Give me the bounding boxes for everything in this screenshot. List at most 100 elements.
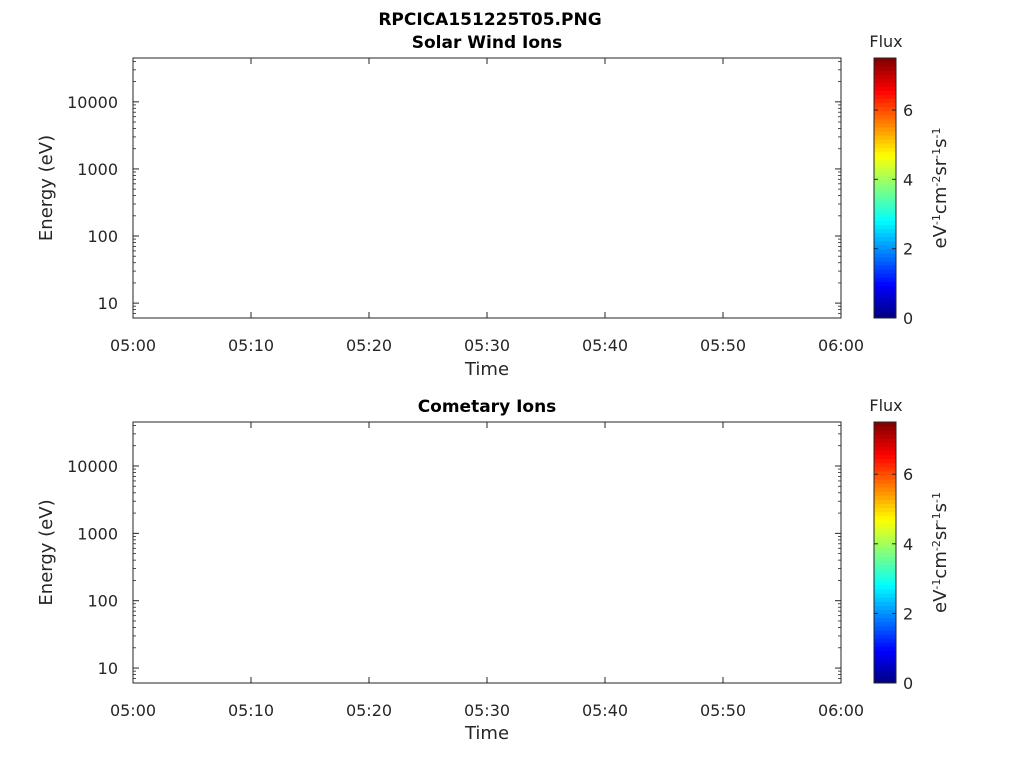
colorbar-tick-label: 0 <box>903 674 913 693</box>
colorbar-segment <box>874 253 896 258</box>
chart-panel: Cometary Ions 05:00 05:10 05:20 05:30 05:40 05… <box>36 396 951 744</box>
colorbar-tick-label: 2 <box>903 240 913 259</box>
colorbar-segment <box>874 654 896 659</box>
colorbar-segment <box>874 572 896 578</box>
colorbar-segment <box>874 220 896 225</box>
colorbar-segment <box>874 544 896 549</box>
x-tick-label: 05:20 <box>346 336 392 355</box>
colorbar-segment <box>874 224 896 230</box>
colorbar-segment <box>874 609 896 615</box>
colorbar-segment <box>874 613 896 619</box>
colorbar-segment <box>874 438 896 443</box>
colorbar-segment <box>874 94 896 100</box>
y-tick-label: 1000 <box>77 160 118 179</box>
colorbar-tick-label: 6 <box>903 465 913 484</box>
colorbar-segment <box>874 192 896 197</box>
colorbar-segment <box>874 175 896 181</box>
x-tick-label: 05:00 <box>110 336 156 355</box>
colorbar-segment <box>874 265 896 270</box>
x-tick-label: 05:00 <box>110 701 156 720</box>
colorbar-segment <box>874 625 896 631</box>
colorbar-segment <box>874 62 896 67</box>
colorbar-segment <box>874 301 896 307</box>
x-tick-label: 05:20 <box>346 701 392 720</box>
x-tick-label: 05:50 <box>700 336 746 355</box>
chart-panel: Solar Wind Ions 05:00 05:10 05:20 05:30 05:40… <box>36 32 951 380</box>
colorbar-segment <box>874 597 896 602</box>
colorbar-segment <box>874 662 896 668</box>
colorbar-segment <box>874 273 896 278</box>
colorbar-segment <box>874 244 896 250</box>
colorbar-segment <box>874 151 896 156</box>
colorbar-segment <box>874 167 896 173</box>
colorbar-segment <box>874 139 896 144</box>
y-tick-label: 1000 <box>77 524 118 543</box>
colorbar-segment <box>874 86 896 91</box>
colorbar-segment <box>874 208 896 213</box>
colorbar-segment <box>874 269 896 274</box>
colorbar-unit-label: eV-1cm-2sr-1s-1 <box>930 128 952 249</box>
x-tick-label: 06:00 <box>818 336 864 355</box>
colorbar-segment <box>874 446 896 451</box>
colorbar-segment <box>874 462 896 468</box>
colorbar-segment <box>874 102 896 108</box>
x-tick-label: 05:40 <box>582 701 628 720</box>
colorbar-segment <box>874 666 896 672</box>
colorbar-segment <box>874 155 896 160</box>
colorbar-segment <box>874 552 896 557</box>
colorbar-segment <box>874 78 896 83</box>
colorbar-segment <box>874 605 896 610</box>
colorbar-segment <box>874 568 896 574</box>
colorbar-segment <box>874 196 896 201</box>
colorbar-segment <box>874 540 896 545</box>
colorbar-segment <box>874 188 896 193</box>
colorbar-segment <box>874 58 896 63</box>
colorbar-segment <box>874 650 896 655</box>
colorbar-frame <box>873 421 897 684</box>
colorbar-frame <box>873 57 897 319</box>
colorbar-segment <box>874 585 896 590</box>
colorbar-segment <box>874 434 896 439</box>
colorbar-segment <box>874 305 896 311</box>
x-axis-label: Time <box>464 723 509 744</box>
colorbar-segment <box>874 560 896 566</box>
colorbar-segment <box>874 90 896 95</box>
colorbar-segment <box>874 556 896 562</box>
colorbar-segment <box>874 536 896 541</box>
colorbar: 0 2 4 6 Flux eV-1cm-2sr-1s-1 <box>869 32 951 328</box>
colorbar-segment <box>874 248 896 254</box>
colorbar-segment <box>874 442 896 447</box>
y-tick-label: 10000 <box>67 93 118 112</box>
figure-filename: RPCICA151225T05.PNG <box>378 10 601 30</box>
colorbar-segment <box>874 581 896 586</box>
y-axis-label: Energy (eV) <box>36 499 57 605</box>
colorbar-segment <box>874 74 896 79</box>
colorbar-segment <box>874 114 896 120</box>
colorbar-segment <box>874 163 896 169</box>
y-tick-label: 100 <box>87 227 118 246</box>
colorbar-segment <box>874 66 896 71</box>
colorbar-segment <box>874 183 896 189</box>
colorbar-segment <box>874 261 896 266</box>
colorbar-segment <box>874 658 896 664</box>
colorbar-segment <box>874 678 896 684</box>
colorbar-segment <box>874 519 896 525</box>
y-tick-label: 10 <box>98 659 118 678</box>
y-tick-label: 10 <box>98 294 118 313</box>
x-tick-label: 05:40 <box>582 336 628 355</box>
chart-title: Solar Wind Ions <box>412 33 563 53</box>
colorbar-segment <box>874 200 896 205</box>
colorbar-segment <box>874 426 896 431</box>
colorbar-segment <box>874 629 896 635</box>
colorbar-segment <box>874 147 896 152</box>
colorbar-segment <box>874 135 896 140</box>
colorbar-segment <box>874 475 896 480</box>
y-tick-label: 100 <box>87 592 118 611</box>
colorbar-segment <box>874 171 896 177</box>
x-tick-label: 05:30 <box>464 336 510 355</box>
colorbar-segment <box>874 621 896 627</box>
colorbar-segment <box>874 159 896 165</box>
x-axis-label: Time <box>464 359 509 380</box>
colorbar-segment <box>874 454 896 460</box>
